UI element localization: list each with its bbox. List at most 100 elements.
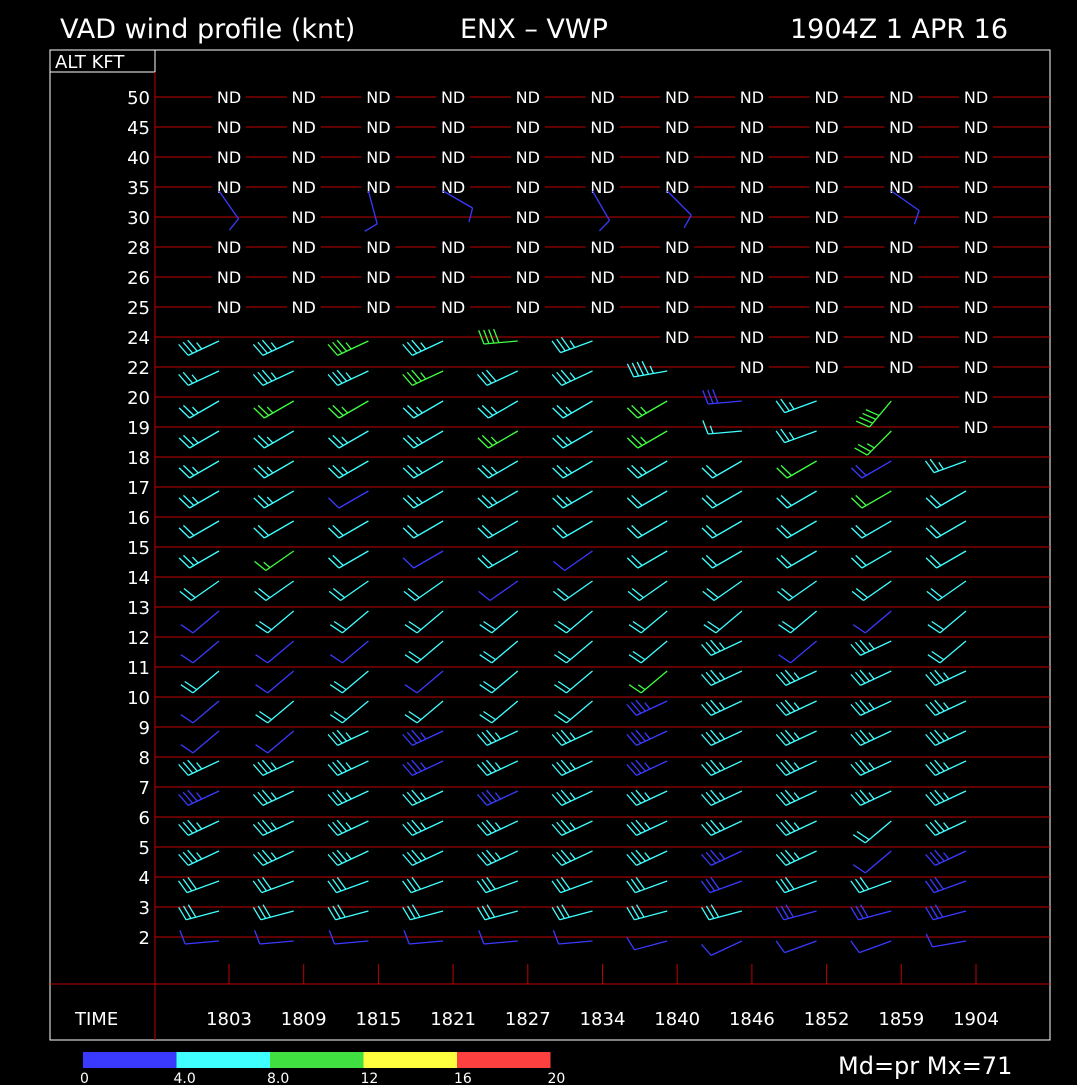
no-data-label: ND — [964, 358, 988, 377]
wind-barb — [551, 729, 593, 746]
nd-backing — [734, 177, 769, 197]
nd-backing — [361, 117, 396, 137]
wind-barb — [851, 580, 892, 602]
wind-barb — [628, 610, 668, 634]
nd-backing — [436, 297, 471, 317]
wind-barb — [702, 580, 743, 602]
no-data-label: ND — [740, 238, 764, 257]
wind-barb — [403, 580, 444, 602]
nd-backing — [734, 357, 769, 377]
wind-barb — [327, 369, 369, 386]
wind-barb — [552, 580, 593, 602]
no-data-label: ND — [516, 88, 540, 107]
chart-title: VAD wind profile (knt) — [60, 14, 355, 45]
plot-frame — [49, 49, 1051, 1041]
no-data-label: ND — [889, 298, 913, 317]
nd-backing — [660, 297, 695, 317]
wind-barb — [477, 490, 519, 509]
no-data-label: ND — [814, 118, 838, 137]
nd-backing — [436, 147, 471, 167]
wind-barb — [402, 550, 444, 569]
wind-barb — [327, 339, 369, 356]
no-data-label: ND — [366, 118, 390, 137]
no-data-label: ND — [665, 118, 689, 137]
wind-barb — [478, 328, 518, 345]
wind-barb — [775, 940, 817, 954]
colorbar-segment — [363, 1052, 457, 1068]
time-tick-label: 1803 — [206, 1009, 252, 1030]
wind-barb — [180, 670, 220, 694]
wind-barb — [850, 669, 892, 686]
wind-barb — [252, 904, 294, 921]
wind-barb — [554, 640, 593, 664]
wind-barb — [925, 520, 967, 539]
no-data-label: ND — [889, 88, 913, 107]
no-data-label: ND — [740, 208, 764, 227]
no-data-label: ND — [441, 238, 465, 257]
nd-backing — [809, 177, 844, 197]
no-data-label: ND — [889, 328, 913, 347]
colorbar-segment — [457, 1052, 551, 1068]
no-data-label: ND — [665, 328, 689, 347]
no-data-label: ND — [814, 328, 838, 347]
wind-barb — [552, 520, 593, 539]
no-data-label: ND — [441, 118, 465, 137]
nd-backing — [510, 147, 545, 167]
wind-barb — [626, 520, 668, 539]
wind-barb — [477, 520, 519, 539]
wind-barb — [551, 337, 593, 354]
wind-barb — [328, 490, 369, 509]
colorbar-tick-label: 20 — [548, 1071, 566, 1085]
altitude-tick-label: 9 — [139, 718, 150, 739]
wind-barb — [476, 877, 519, 894]
nd-backing — [585, 177, 620, 197]
altitude-tick-label: 30 — [127, 208, 150, 229]
wind-barb — [327, 759, 369, 776]
no-data-label: ND — [366, 238, 390, 257]
wind-barb — [404, 640, 444, 664]
nd-backing — [809, 267, 844, 287]
wind-barb — [255, 640, 295, 664]
wind-barb — [178, 400, 220, 419]
wind-barb — [775, 877, 817, 894]
no-data-label: ND — [740, 88, 764, 107]
wind-barb — [178, 904, 220, 921]
wind-barb — [551, 369, 593, 386]
nd-backing — [959, 327, 993, 347]
wind-barb — [402, 430, 444, 449]
time-tick-label: 1815 — [355, 1009, 401, 1030]
wind-barb — [327, 789, 369, 806]
wind-barb — [700, 877, 743, 894]
no-data-label: ND — [814, 238, 838, 257]
wind-barb — [403, 930, 444, 945]
no-data-label: ND — [814, 178, 838, 197]
no-data-label: ND — [740, 328, 764, 347]
no-data-label: ND — [441, 148, 465, 167]
nd-backing — [286, 87, 321, 107]
nd-backing — [734, 207, 769, 227]
no-data-label: ND — [441, 298, 465, 317]
wind-barb — [178, 430, 220, 449]
wind-barb — [626, 759, 668, 776]
nd-backing — [510, 117, 545, 137]
altitude-tick-label: 12 — [127, 628, 150, 649]
wind-barb — [551, 759, 593, 776]
wind-barb — [252, 789, 294, 806]
time-tick-label: 1840 — [654, 1009, 700, 1030]
wind-barb — [180, 610, 220, 634]
wind-barb — [476, 849, 519, 866]
wind-barb — [701, 819, 743, 836]
no-data-label: ND — [366, 268, 390, 287]
wind-barb — [626, 400, 668, 419]
wind-barb — [852, 610, 892, 634]
wind-barb — [255, 730, 295, 754]
altitude-tick-label: 2 — [139, 928, 150, 949]
nd-backing — [361, 87, 396, 107]
no-data-label: ND — [292, 268, 316, 287]
no-data-label: ND — [889, 238, 913, 257]
wind-barb — [180, 730, 220, 754]
nd-backing — [436, 267, 471, 287]
colorbar-tick-label: 0 — [80, 1071, 89, 1085]
site-label: ENX – VWP — [460, 14, 608, 45]
